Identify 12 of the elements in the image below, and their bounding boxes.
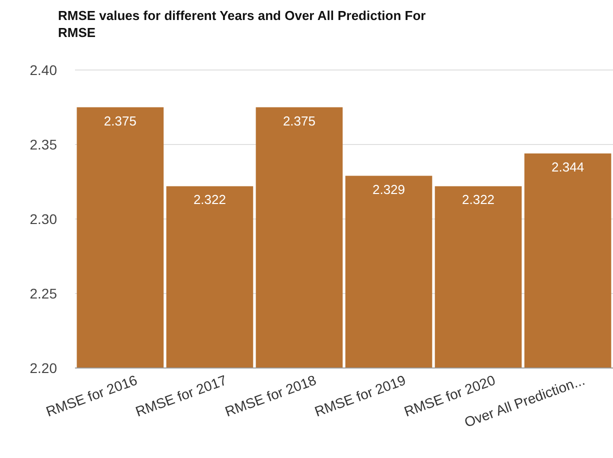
data-label: 2.322 (462, 192, 495, 208)
y-tick-label: 2.35 (30, 136, 58, 152)
y-tick-label: 2.30 (30, 211, 58, 227)
y-tick-label: 2.20 (30, 360, 58, 376)
data-label: 2.375 (282, 113, 316, 128)
data-label: 2.322 (193, 192, 226, 208)
chart-title: RMSE values for different Years and Over All Prediction For RMSE (58, 8, 426, 40)
data-label: 2.375 (104, 113, 136, 128)
y-tick-label: 2.25 (30, 286, 58, 302)
data-label: 2.344 (552, 159, 584, 174)
y-tick-label: 2.40 (30, 62, 58, 78)
data-label: 2.329 (372, 182, 406, 197)
